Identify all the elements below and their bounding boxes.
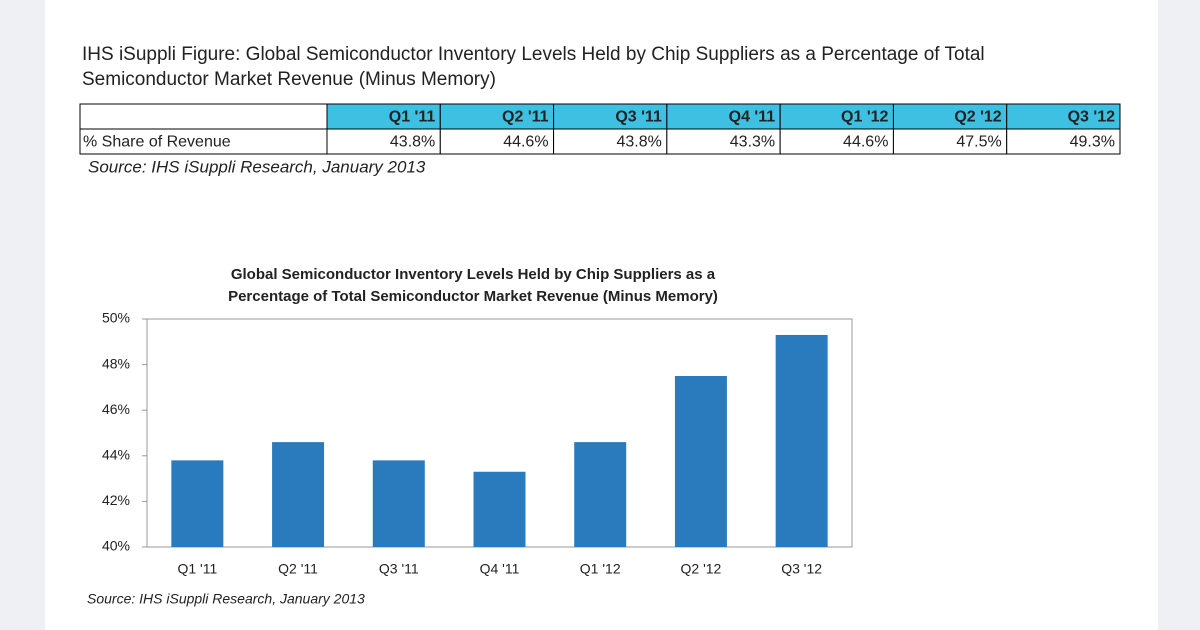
table-header-cell xyxy=(553,103,668,130)
table-cell: 49.3% xyxy=(1070,134,1115,151)
bar xyxy=(272,442,325,547)
y-tick-label: 42% xyxy=(102,492,130,508)
bar xyxy=(473,471,526,547)
table-cell: 44.6% xyxy=(843,134,888,151)
table-row-label-cell xyxy=(79,128,328,155)
x-tick-label: Q4 '11 xyxy=(480,561,520,577)
table-row-label: % Share of Revenue xyxy=(83,134,231,151)
chart-title: Global Semiconductor Inventory Levels He… xyxy=(231,266,716,283)
table-header: Q1 '12 xyxy=(841,109,888,126)
table-cell-box xyxy=(779,128,894,155)
y-tick-label: 50% xyxy=(102,310,130,326)
table-header: Q3 '12 xyxy=(1068,109,1115,126)
table-cell: 44.6% xyxy=(503,134,548,151)
table-header: Q2 '11 xyxy=(502,109,549,126)
x-tick-label: Q1 '11 xyxy=(177,561,217,577)
table-cell-box xyxy=(326,128,441,155)
x-tick-label: Q3 '11 xyxy=(379,561,419,577)
bar xyxy=(372,460,425,547)
y-tick-label: 46% xyxy=(102,401,130,417)
bar xyxy=(674,376,727,547)
y-tick-label: 40% xyxy=(102,538,130,554)
x-tick-label: Q2 '11 xyxy=(278,561,318,577)
table-cell: 43.8% xyxy=(390,134,435,151)
table-header-label-cell xyxy=(79,103,328,130)
bar xyxy=(574,442,627,547)
table-cell-box xyxy=(439,128,555,155)
table-cell: 47.5% xyxy=(956,134,1001,151)
table-header-cell xyxy=(326,103,441,130)
x-tick-label: Q2 '12 xyxy=(681,561,722,577)
figure-title: IHS iSuppli Figure: Global Semiconductor… xyxy=(82,44,985,65)
table-cell-box xyxy=(553,128,668,155)
table-cell-box xyxy=(666,128,781,155)
figure-title: Semiconductor Market Revenue (Minus Memo… xyxy=(82,69,496,90)
x-tick-label: Q1 '12 xyxy=(580,561,621,577)
bar xyxy=(775,334,828,547)
table-cell: 43.3% xyxy=(730,134,775,151)
table-header: Q2 '12 xyxy=(954,109,1001,126)
table-header: Q4 '11 xyxy=(729,109,776,126)
table-cell-box xyxy=(892,128,1008,155)
chart-title: Percentage of Total Semiconductor Market… xyxy=(228,288,718,305)
y-tick-label: 48% xyxy=(102,355,130,371)
bar xyxy=(171,460,224,547)
table-header-cell xyxy=(439,103,555,130)
table-cell: 43.8% xyxy=(616,134,661,151)
table-cell-box xyxy=(1006,128,1121,155)
table-source: Source: IHS iSuppli Research, January 20… xyxy=(88,157,426,176)
x-tick-label: Q3 '12 xyxy=(781,561,822,577)
table-header: Q1 '11 xyxy=(389,109,436,126)
table-header: Q3 '11 xyxy=(615,109,662,126)
y-tick-label: 44% xyxy=(102,447,130,463)
table-header-cell xyxy=(1006,103,1121,130)
chart-source: Source: IHS iSuppli Research, January 20… xyxy=(87,591,365,607)
